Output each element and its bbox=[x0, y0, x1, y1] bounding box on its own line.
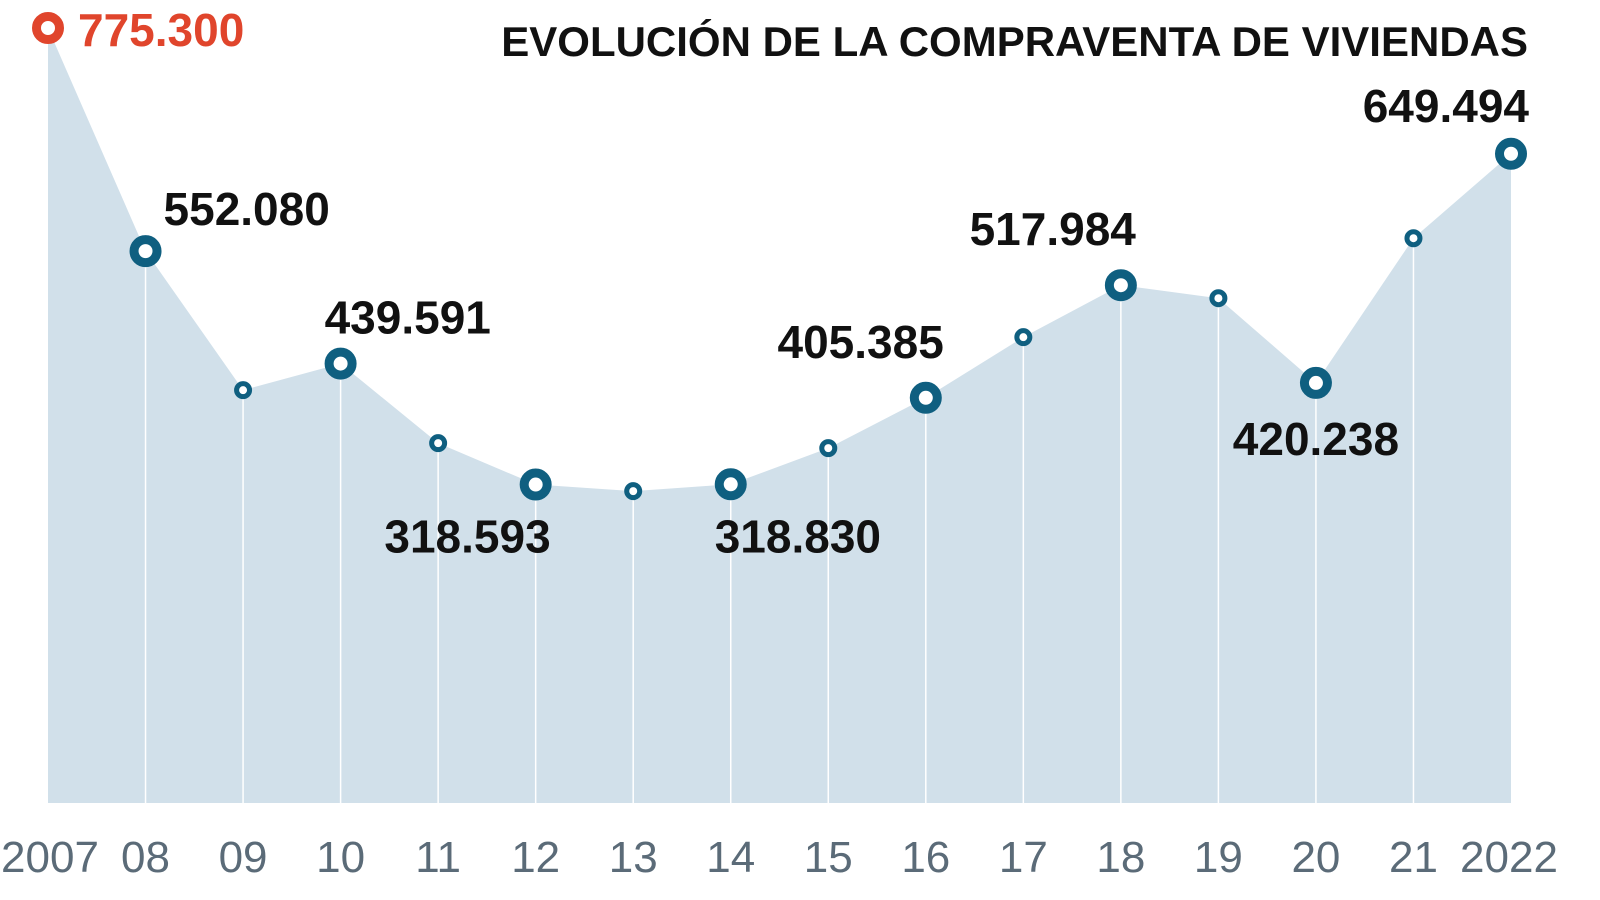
x-tick-label: 08 bbox=[121, 833, 170, 882]
x-tick-label: 2007 bbox=[1, 833, 99, 882]
x-tick-label: 11 bbox=[415, 833, 461, 882]
value-label: 439.591 bbox=[325, 292, 491, 344]
data-point-marker bbox=[1495, 137, 1527, 170]
x-tick-label: 15 bbox=[804, 833, 853, 882]
drop-lines bbox=[144, 238, 1415, 803]
data-point-marker bbox=[234, 381, 253, 400]
max-value-label: 775.300 bbox=[78, 4, 244, 56]
value-label: 318.830 bbox=[715, 510, 881, 562]
data-point-marker bbox=[1299, 366, 1332, 399]
area-layer bbox=[48, 28, 1511, 803]
data-point-marker bbox=[129, 235, 162, 268]
area-fill bbox=[48, 28, 1511, 803]
value-label: 649.494 bbox=[1363, 80, 1530, 132]
x-tick-label: 12 bbox=[511, 833, 560, 882]
value-label: 420.238 bbox=[1233, 413, 1399, 465]
x-tick-label: 20 bbox=[1291, 833, 1340, 882]
x-tick-label: 13 bbox=[609, 833, 658, 882]
value-labels: 775.300 552.080 439.591 318.593 318.830 405.3… bbox=[78, 4, 1529, 563]
x-tick-label: 14 bbox=[706, 833, 755, 882]
data-point-marker bbox=[519, 468, 552, 501]
x-tick-label: 18 bbox=[1096, 833, 1145, 882]
data-point-marker bbox=[714, 468, 747, 501]
data-point-marker bbox=[429, 434, 448, 453]
value-label: 552.080 bbox=[164, 183, 330, 235]
data-point-marker bbox=[624, 482, 643, 501]
value-label: 405.385 bbox=[778, 316, 944, 368]
x-tick-label: 10 bbox=[316, 833, 365, 882]
data-point-marker bbox=[324, 347, 357, 380]
data-point-marker bbox=[819, 439, 838, 458]
data-point-marker bbox=[32, 12, 64, 44]
x-tick-label: 09 bbox=[219, 833, 268, 882]
x-tick-label: 16 bbox=[901, 833, 950, 882]
markers bbox=[32, 12, 1527, 501]
data-point-marker bbox=[909, 381, 942, 414]
value-label: 517.984 bbox=[970, 203, 1137, 255]
value-label: 318.593 bbox=[384, 511, 550, 563]
x-tick-label: 21 bbox=[1389, 833, 1438, 882]
x-tick-label: 17 bbox=[999, 833, 1048, 882]
x-tick-label: 2022 bbox=[1460, 833, 1558, 882]
x-tick-label: 19 bbox=[1194, 833, 1243, 882]
data-point-marker bbox=[1104, 269, 1137, 302]
data-point-marker bbox=[1209, 289, 1228, 308]
data-point-marker bbox=[1404, 229, 1423, 248]
x-axis-ticks: 2007 08 09 10 11 12 13 14 15 16 17 18 19 20 21 2022 bbox=[1, 833, 1558, 882]
data-point-marker bbox=[1014, 328, 1033, 347]
chart-title: EVOLUCIÓN DE LA COMPRAVENTA DE VIVIENDAS bbox=[501, 17, 1528, 65]
